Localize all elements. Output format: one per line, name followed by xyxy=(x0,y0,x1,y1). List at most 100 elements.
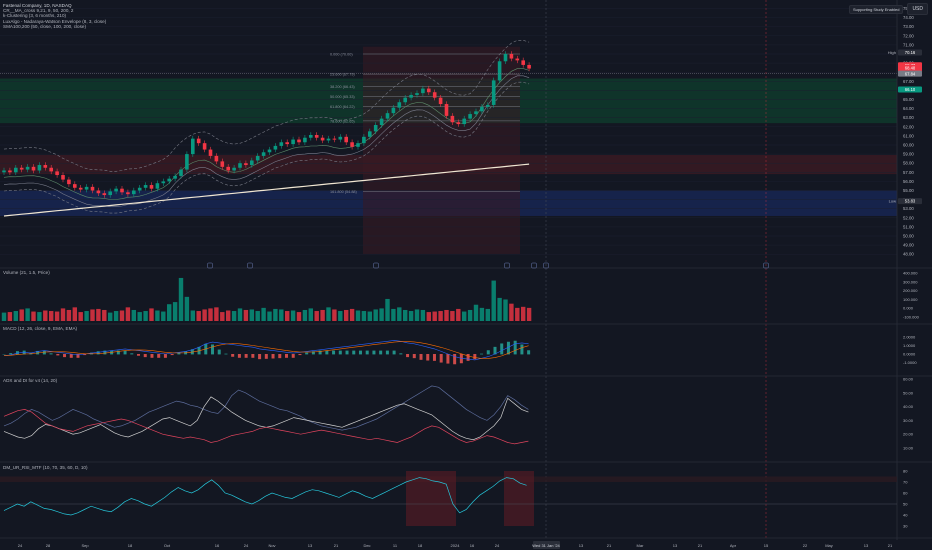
volume-bar xyxy=(355,310,361,321)
price-axis-label: 62.00 xyxy=(903,124,914,129)
volume-pane-legend[interactable]: Volume (21, 1.5, Price) xyxy=(3,270,50,275)
volume-bar xyxy=(373,309,378,321)
macd-histogram-bar xyxy=(486,350,490,355)
volume-axis-label: -100.000 xyxy=(903,315,920,320)
candle-body xyxy=(291,139,295,145)
macd-histogram-bar xyxy=(332,350,336,355)
macd-histogram-bar xyxy=(211,344,215,355)
currency-selector[interactable]: USD xyxy=(907,3,928,15)
high-label: High xyxy=(888,50,896,55)
volume-bar xyxy=(249,309,254,321)
candle-body xyxy=(37,165,42,171)
volume-bar xyxy=(54,311,60,321)
volume-bar xyxy=(43,310,48,321)
candle-body xyxy=(350,142,354,147)
macd-histogram-bar xyxy=(36,350,40,355)
macd-histogram-bar xyxy=(157,354,161,358)
price-axis-label: 51.00 xyxy=(903,224,914,229)
macd-histogram-bar xyxy=(15,351,19,355)
time-axis-highlight xyxy=(533,541,560,549)
macd-histogram-bar xyxy=(399,353,403,355)
time-axis-label: Dec xyxy=(363,543,370,548)
volume-bar xyxy=(456,308,461,321)
volume-bar xyxy=(161,311,166,321)
volume-bar xyxy=(302,309,308,321)
indicator-legend-3[interactable]: LuxAlgo - Nadaraya-Watson Envelope (8, 3… xyxy=(3,18,107,24)
candle-body xyxy=(521,60,525,65)
macd-histogram-bar xyxy=(305,352,309,355)
time-axis-label: 13 xyxy=(673,543,678,548)
rsi-axis-label: 50 xyxy=(903,502,908,507)
volume-bar xyxy=(379,308,384,321)
candle-body xyxy=(232,167,236,171)
volume-bar xyxy=(208,308,213,321)
adx-axis-label: 10.00 xyxy=(903,446,914,451)
candle-body xyxy=(409,94,413,98)
indicator-legend-4[interactable]: SMA100,200 (50, close, 100, 200, close) xyxy=(3,23,86,29)
study-button[interactable]: Supporting Study Enabled xyxy=(848,4,904,14)
macd-histogram-bar xyxy=(63,354,67,358)
price-tag-label: 68.48 xyxy=(905,65,916,70)
indicator-legend-2[interactable]: k-Clustering (3, 6 months, 210) xyxy=(3,13,67,19)
candle-body xyxy=(486,104,490,107)
macd-histogram-bar xyxy=(298,354,302,356)
candle-body xyxy=(432,92,437,98)
price-tag-label: 66.10 xyxy=(905,87,916,92)
rsi-line xyxy=(3,477,527,516)
candle-body xyxy=(320,137,325,141)
indicator-legend-1[interactable]: CR__MA_cross 9,21, 9, 50, 200, 2 xyxy=(3,8,74,14)
time-axis-label: Apr xyxy=(730,543,737,548)
fib-level-label: 50.000 (65.33) xyxy=(330,95,355,99)
candle-body xyxy=(338,136,343,140)
macd-histogram-bar xyxy=(150,354,154,358)
rsi-pane-legend[interactable]: DM_UR_RSI_MTF (10, 70, 35, 60, D, 10) xyxy=(3,465,88,470)
macd-histogram-bar xyxy=(163,354,167,358)
volume-bar xyxy=(102,309,107,321)
time-axis-label: 2024 xyxy=(451,543,461,548)
volume-bar xyxy=(155,310,160,321)
price-axis-label: 49.00 xyxy=(903,243,914,248)
macd-histogram-bar xyxy=(96,351,100,355)
macd-histogram-bar xyxy=(311,351,315,355)
price-axis-label: 57.00 xyxy=(903,170,914,175)
signal-line xyxy=(3,341,529,359)
candle-body xyxy=(279,142,284,146)
volume-bar xyxy=(526,307,532,321)
candle-body xyxy=(31,166,36,171)
volume-bar xyxy=(231,311,237,321)
volume-bar xyxy=(367,311,372,321)
fib-level-label: 23.600 (67.79) xyxy=(330,73,355,77)
time-axis-label: 28 xyxy=(46,543,51,548)
price-axis-label: 73.00 xyxy=(903,24,914,29)
macd-histogram-bar xyxy=(325,350,329,355)
event-marker xyxy=(763,262,769,269)
candle-body xyxy=(385,113,390,119)
macd-histogram-bar xyxy=(217,349,221,355)
candle-body xyxy=(427,88,431,93)
time-axis-label: Oct xyxy=(164,543,171,548)
ma-fast xyxy=(3,68,530,200)
macd-histogram-bar xyxy=(291,354,295,358)
adx-pane-legend[interactable]: ADX and DI for v4 (14, 20) xyxy=(3,378,58,383)
macd-histogram-bar xyxy=(170,354,174,356)
candle-body xyxy=(8,170,12,173)
rsi-axis-label: 30 xyxy=(903,524,908,529)
volume-bar xyxy=(143,311,148,321)
macd-axis-label: 1.0000 xyxy=(903,343,916,348)
macd-histogram-bar xyxy=(513,340,517,355)
macd-pane-legend[interactable]: MACD (12, 26, close, 9, EMA, EMA) xyxy=(3,326,78,331)
fib-level-label: 161.800 (54.88) xyxy=(330,190,358,194)
volume-bar xyxy=(60,308,66,321)
fib-level-label: 0.000 (70.00) xyxy=(330,53,353,57)
volume-axis-label: 100.000 xyxy=(903,297,918,302)
volume-bar xyxy=(90,309,95,321)
time-axis-label: 11 xyxy=(393,543,398,548)
price-axis-label: 50.00 xyxy=(903,234,914,239)
volume-bar xyxy=(255,311,260,321)
rsi-axis-label: 60 xyxy=(903,491,908,496)
candle-body xyxy=(332,138,337,140)
volume-bar xyxy=(314,311,319,321)
candle-body xyxy=(155,183,160,189)
volume-bar xyxy=(49,311,54,321)
